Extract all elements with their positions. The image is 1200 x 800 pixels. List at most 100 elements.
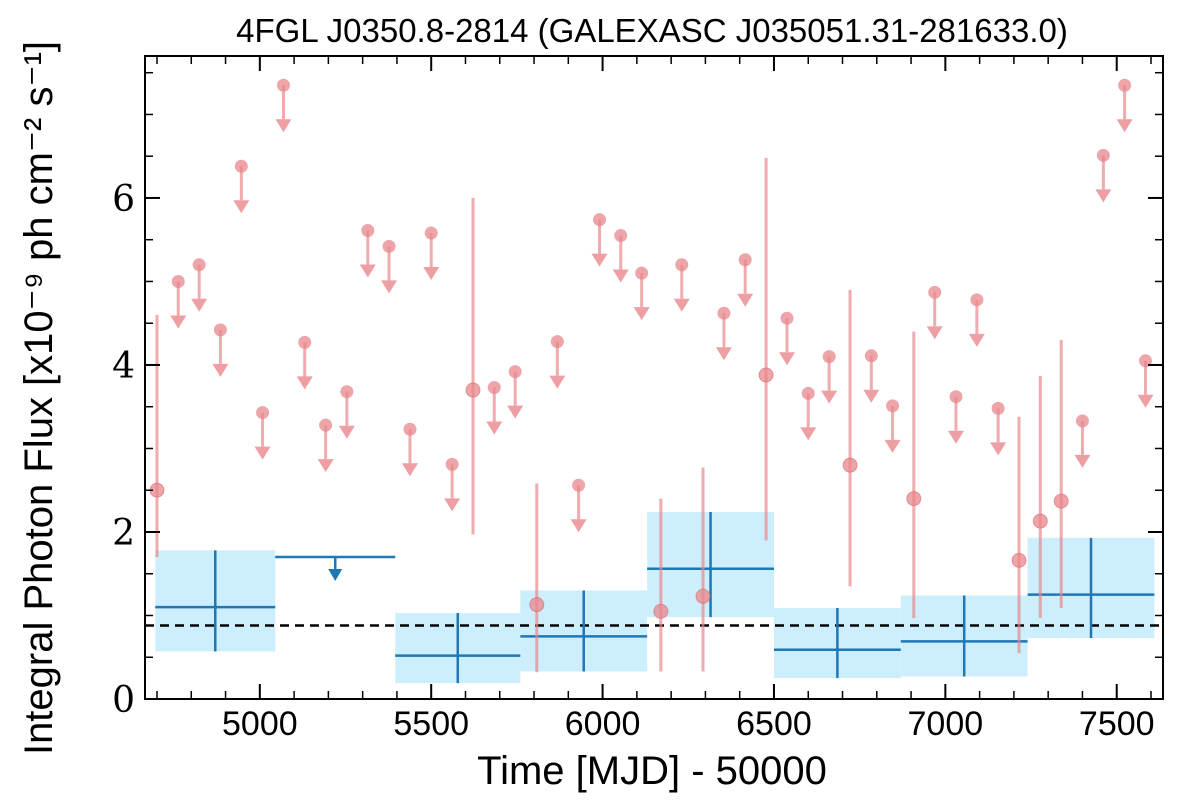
upper-limit-point (487, 381, 501, 395)
upper-limit-point (403, 422, 417, 436)
upper-limit-point (445, 457, 459, 471)
upper-limit-arrow (233, 200, 250, 214)
upper-limit-point (949, 390, 963, 404)
upper-limit-point (572, 478, 586, 492)
x-axis-label: Time [MJD] - 50000 (477, 749, 827, 793)
short-bin-point (465, 382, 481, 398)
upper-limit-point (1096, 148, 1110, 162)
plot-area (145, 78, 1163, 684)
upper-limit-arrow (381, 280, 398, 294)
upper-limit-arrow (863, 389, 880, 403)
upper-limit-point (738, 253, 752, 267)
x-tick-label: 5000 (222, 705, 298, 743)
upper-limit-point (256, 406, 270, 420)
upper-limit-arrow (570, 519, 587, 533)
upper-limit-arrow (1116, 119, 1133, 133)
upper-limit-point (171, 274, 185, 288)
upper-limit-arrow (821, 390, 838, 404)
upper-limit-point (340, 385, 354, 399)
upper-limit-arrow (1137, 394, 1154, 408)
upper-limit-point (192, 258, 206, 272)
upper-limit-point (717, 306, 731, 320)
upper-limit-point (970, 293, 984, 307)
x-tick-label: 6500 (736, 705, 812, 743)
upper-limit-arrow (612, 269, 629, 283)
upper-limit-arrow (990, 442, 1007, 456)
x-tick-label: 5500 (393, 705, 469, 743)
upper-limit-point (593, 213, 607, 227)
upper-limit-arrow (673, 298, 690, 312)
short-bin-point (1011, 552, 1027, 568)
upper-limit-point (928, 285, 942, 299)
x-tick-label: 6000 (565, 705, 641, 743)
upper-limit-arrow (423, 267, 440, 281)
upper-limit-arrow (715, 347, 732, 361)
upper-limit-point (886, 399, 900, 413)
axes: 5000 5500 6000 6500 7000 7500 0 2 4 6 (112, 55, 1164, 743)
upper-limit-arrow (338, 425, 355, 439)
upper-limit-arrow (1095, 189, 1112, 203)
y-tick-label: 6 (112, 179, 135, 220)
upper-limit-arrow (1074, 454, 1091, 468)
upper-limit-point (675, 258, 689, 272)
upper-limit-point (213, 323, 227, 337)
upper-limit-arrow (486, 421, 503, 435)
upper-limit-arrow (317, 459, 334, 473)
upper-limit-point (822, 350, 836, 364)
upper-limit-point (780, 311, 794, 325)
upper-limit-arrow (212, 363, 229, 377)
upper-limit-point (424, 226, 438, 240)
upper-limit-arrow (507, 405, 524, 419)
upper-limit-point (508, 365, 522, 379)
y-tick-label: 2 (112, 513, 135, 554)
chart-title: 4FGL J0350.8-2814 (GALEXASC J035051.31-2… (236, 12, 1068, 49)
upper-limit-arrow (778, 352, 795, 366)
short-bin-point (758, 367, 774, 383)
plot-marks (145, 78, 1163, 684)
upper-limit-point (864, 349, 878, 363)
upper-limit-arrow (191, 298, 208, 312)
upper-limit-arrow (401, 463, 418, 477)
upper-limit-arrow (549, 375, 566, 389)
short-bin-point (906, 491, 922, 507)
long-bin-limit-arrow (328, 569, 343, 582)
upper-limit-arrow (296, 376, 313, 390)
short-bin-point (1032, 513, 1048, 529)
short-bin-point (1053, 493, 1069, 509)
upper-limit-point (635, 266, 649, 280)
upper-limit-arrow (737, 293, 754, 307)
upper-limit-point (234, 159, 248, 173)
upper-limit-arrow (633, 307, 650, 321)
upper-limit-arrow (444, 498, 461, 512)
y-tick-label: 0 (112, 680, 135, 721)
upper-limit-arrow (800, 427, 817, 441)
upper-limit-point (991, 401, 1005, 415)
upper-limit-arrow (968, 333, 985, 347)
upper-limit-point (1075, 414, 1089, 428)
plot-frame (144, 55, 1164, 700)
upper-limit-point (361, 224, 375, 238)
upper-limit-arrow (254, 446, 271, 460)
short-bin-point (653, 603, 669, 619)
upper-limit-point (319, 418, 333, 432)
upper-limit-point (801, 386, 815, 400)
short-bin-point (695, 588, 711, 604)
upper-limit-arrow (591, 253, 608, 267)
upper-limit-point (382, 239, 396, 253)
short-bin-point (842, 457, 858, 473)
y-tick-label: 4 (112, 346, 135, 387)
upper-limit-point (550, 335, 564, 349)
upper-limit-point (614, 229, 628, 243)
upper-limit-arrow (884, 439, 901, 453)
upper-limit-point (1118, 78, 1132, 92)
upper-limit-point (298, 335, 312, 349)
upper-limit-arrow (947, 430, 964, 444)
upper-limit-point (276, 78, 290, 92)
upper-limit-arrow (275, 119, 292, 133)
x-tick-label: 7500 (1079, 705, 1155, 743)
upper-limit-arrow (926, 326, 943, 340)
upper-limit-arrow (359, 264, 376, 278)
upper-limit-arrow (170, 315, 187, 329)
y-axis-label: Integral Photon Flux [x10⁻⁹ ph cm⁻² s⁻¹] (17, 41, 61, 755)
